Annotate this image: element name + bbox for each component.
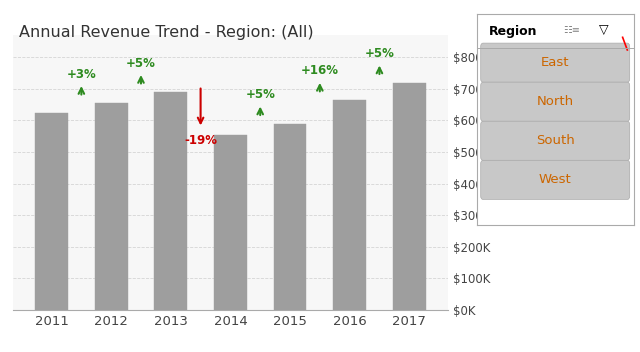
- Text: +16%: +16%: [301, 64, 339, 77]
- Bar: [95, 103, 127, 310]
- Text: South: South: [536, 134, 575, 147]
- FancyBboxPatch shape: [481, 121, 630, 161]
- Text: -19%: -19%: [184, 134, 217, 147]
- Bar: [274, 124, 307, 310]
- Text: Annual Revenue Trend - Region: (All): Annual Revenue Trend - Region: (All): [19, 25, 314, 40]
- Text: East: East: [541, 56, 570, 69]
- Text: +5%: +5%: [365, 47, 394, 60]
- Text: +5%: +5%: [245, 88, 275, 101]
- Bar: [35, 113, 68, 310]
- Bar: [393, 82, 426, 310]
- Text: West: West: [539, 174, 572, 186]
- Text: +3%: +3%: [67, 68, 96, 81]
- Bar: [214, 134, 247, 310]
- Bar: [154, 92, 187, 310]
- FancyBboxPatch shape: [481, 43, 630, 82]
- Text: ☷≡: ☷≡: [563, 25, 580, 34]
- FancyBboxPatch shape: [481, 82, 630, 121]
- FancyBboxPatch shape: [481, 161, 630, 199]
- Text: +5%: +5%: [126, 57, 156, 70]
- Bar: [333, 100, 366, 310]
- Text: North: North: [536, 95, 574, 108]
- Text: ▽: ▽: [599, 23, 609, 36]
- Text: Region: Region: [490, 25, 538, 38]
